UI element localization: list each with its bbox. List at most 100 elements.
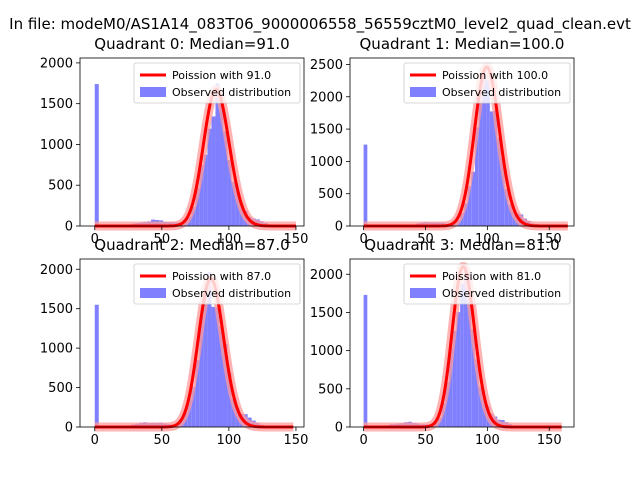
panel-title: Quadrant 1: Median=100.0	[360, 35, 565, 53]
histogram-bar	[493, 110, 498, 226]
x-tick-label: 50	[417, 433, 434, 448]
axes-frame	[79, 258, 305, 428]
histogram-bar	[474, 359, 479, 427]
histogram-bar	[195, 360, 200, 427]
histogram-bar	[363, 294, 368, 427]
y-tick-label: 500	[48, 179, 73, 194]
legend-hist-swatch	[140, 87, 166, 97]
histogram-bar	[508, 204, 513, 226]
x-tick-label: 0	[91, 433, 99, 448]
legend-hist-swatch	[140, 288, 166, 298]
legend-box	[403, 62, 571, 104]
histogram-bar	[471, 171, 475, 226]
poisson-fit-glow	[91, 85, 300, 231]
histogram-bar	[219, 325, 224, 427]
histogram-bar	[478, 93, 483, 226]
y-tick-label: 1500	[310, 123, 343, 138]
histogram-bar	[94, 84, 99, 226]
histogram-bar	[474, 127, 479, 226]
histogram-bar	[452, 330, 457, 427]
legend-fit-label: Poission with 100.0	[442, 69, 548, 82]
histogram-bar	[482, 70, 487, 226]
panel-title: Quadrant 2: Median=87.0	[94, 236, 289, 254]
legend-box	[403, 263, 571, 305]
y-tick-label: 1500	[40, 302, 73, 317]
histogram-bar	[191, 386, 196, 427]
axes-frame	[349, 57, 575, 227]
x-tick-label: 100	[475, 433, 500, 448]
y-tick-label: 500	[318, 187, 343, 202]
x-tick-label: 50	[417, 232, 434, 247]
histogram-bar	[211, 116, 216, 226]
histogram-bar	[500, 157, 505, 226]
histogram-bar	[227, 160, 232, 226]
panel-title: Quadrant 0: Median=91.0	[94, 35, 289, 53]
legend-hist-swatch	[410, 87, 436, 97]
histogram-bar	[94, 304, 99, 427]
histogram-bar	[219, 101, 224, 226]
histogram-bar	[195, 187, 200, 226]
x-tick-label: 50	[154, 433, 171, 448]
y-tick-label: 500	[48, 381, 73, 396]
histogram-bar	[227, 372, 232, 427]
histogram-bar	[235, 190, 240, 226]
y-tick-label: 1500	[310, 306, 343, 321]
histogram-bar	[191, 206, 196, 226]
y-tick-label: 1000	[310, 155, 343, 170]
histogram-bar	[199, 316, 204, 427]
histogram-bar	[467, 273, 472, 427]
histogram-bar	[231, 181, 236, 226]
x-tick-label: 0	[359, 232, 367, 247]
histogram-bar	[471, 328, 475, 427]
x-tick-label: 150	[284, 433, 309, 448]
legend-fit-label: Poission with 91.0	[172, 69, 271, 82]
panel-title: Quadrant 3: Median=81.0	[364, 236, 559, 254]
y-tick-label: 2000	[310, 268, 343, 283]
legend-hist-label: Observed distribution	[442, 86, 561, 99]
legend-box	[133, 263, 301, 305]
axes-frame	[79, 57, 305, 227]
x-tick-label: 150	[284, 232, 309, 247]
y-tick-label: 2500	[310, 58, 343, 73]
y-tick-label: 1500	[40, 97, 73, 112]
histogram-bar	[445, 382, 449, 427]
x-tick-label: 0	[359, 433, 367, 448]
y-tick-label: 0	[65, 421, 73, 436]
histogram-bar	[478, 386, 483, 427]
y-tick-label: 2000	[40, 56, 73, 71]
legend-fit-label: Poission with 81.0	[442, 270, 541, 283]
histogram-bar	[467, 186, 472, 226]
histogram-bar	[199, 165, 204, 226]
x-tick-label: 150	[537, 232, 562, 247]
legend-hist-label: Observed distribution	[172, 287, 291, 300]
y-tick-label: 1000	[310, 344, 343, 359]
x-tick-label: 100	[475, 232, 500, 247]
histogram-bar	[486, 80, 490, 226]
histogram-bar	[207, 272, 212, 427]
x-tick-label: 100	[216, 433, 241, 448]
y-tick-label: 1000	[40, 342, 73, 357]
axes-frame	[349, 258, 575, 428]
histogram-bar	[207, 128, 212, 226]
legend-hist-label: Observed distribution	[172, 86, 291, 99]
legend-hist-swatch	[410, 288, 436, 298]
histogram-bar	[460, 283, 464, 427]
histogram-bar	[203, 154, 208, 226]
y-tick-label: 0	[335, 220, 343, 235]
histogram-bar	[231, 398, 236, 427]
histogram-bar	[215, 307, 220, 427]
histogram-bar	[456, 312, 461, 427]
y-tick-label: 0	[335, 421, 343, 436]
histogram-bar	[497, 137, 501, 226]
y-tick-label: 2000	[40, 263, 73, 278]
histogram-bar	[363, 144, 368, 226]
x-tick-label: 0	[91, 232, 99, 247]
histogram-bar	[449, 346, 453, 427]
x-tick-label: 150	[537, 433, 562, 448]
x-tick-label: 50	[154, 232, 171, 247]
y-tick-label: 500	[318, 382, 343, 397]
